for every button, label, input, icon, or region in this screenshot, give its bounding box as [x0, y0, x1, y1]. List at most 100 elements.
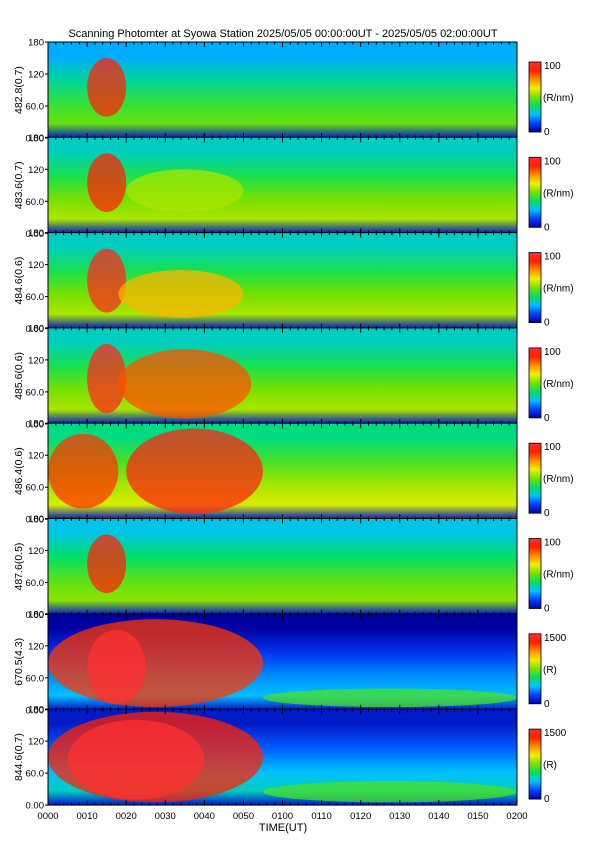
panel-feature	[87, 153, 127, 212]
y-tick-label: 0.00	[26, 705, 45, 716]
panel-feature	[118, 269, 244, 318]
x-tick-label: 0050	[233, 811, 254, 822]
y-tick-label: 60.0	[26, 769, 45, 780]
panel-feature	[67, 719, 205, 800]
colorbar-unit-label: (R)	[543, 665, 557, 676]
y-tick-label: 60.0	[26, 673, 45, 684]
y-tick-label: 60.0	[26, 102, 45, 113]
y-tick-label: 180	[28, 133, 44, 144]
y-tick-label: 0.00	[26, 515, 45, 526]
colorbar	[528, 633, 542, 705]
y-tick-label: 180	[28, 705, 44, 716]
colorbar-min-label: 0	[544, 699, 550, 710]
colorbar-min-label: 0	[544, 508, 550, 519]
y-tick-label: 120	[28, 737, 44, 748]
x-axis-label: TIME(UT)	[259, 822, 307, 834]
panel-feature	[87, 343, 127, 414]
y-tick-label: 60.0	[26, 197, 45, 208]
y-tick-label: 0.00	[26, 610, 45, 621]
colorbar-min-label: 0	[544, 794, 550, 805]
x-tick-label: 0150	[467, 811, 488, 822]
y-tick-label: 120	[28, 546, 44, 557]
y-tick-label: 180	[28, 323, 44, 334]
y-tick-label: 0.00	[26, 229, 45, 240]
y-tick-label: 120	[28, 641, 44, 652]
panel-ylabel: 482.8(0.7)	[13, 66, 25, 114]
colorbar-unit-label: (R/nm)	[543, 93, 574, 104]
panel-background	[48, 137, 517, 234]
y-tick-label: 0.00	[26, 801, 45, 812]
colorbar-unit-label: (R/nm)	[543, 284, 574, 295]
colorbar	[528, 728, 542, 800]
y-tick-label: 60.0	[26, 292, 45, 303]
panel-ylabel: 486.4(0.6)	[13, 447, 25, 495]
colorbar-max-label: 100	[544, 156, 561, 167]
colorbar-max-label: 100	[544, 442, 561, 453]
panel-ylabel: 485.6(0.6)	[13, 352, 25, 400]
colorbar-max-label: 100	[544, 347, 561, 358]
colorbar-unit-label: (R/nm)	[543, 474, 574, 485]
x-tick-label: 0100	[272, 811, 293, 822]
panel-feature	[48, 619, 263, 708]
colorbar-unit-label: (R/nm)	[543, 379, 574, 390]
y-tick-label: 120	[28, 260, 44, 271]
panels-group: 0.00 60.0 120 180 482.8(0.7) 100 0 (R/nm) 0.00 60…	[13, 38, 574, 812]
x-tick-label: 0120	[350, 811, 371, 822]
x-tick-label: 0020	[116, 811, 137, 822]
chart-title: Scanning Photomter at Syowa Station 2025…	[68, 28, 497, 40]
colorbar	[528, 252, 542, 324]
colorbar-max-label: 100	[544, 61, 561, 72]
x-tick-label: 0130	[389, 811, 410, 822]
panel-feature	[126, 428, 263, 514]
colorbar-min-label: 0	[544, 222, 550, 233]
x-tick-label: 0140	[428, 811, 449, 822]
y-tick-label: 60.0	[26, 483, 45, 494]
y-tick-label: 180	[28, 38, 44, 49]
panel-background	[48, 518, 517, 615]
y-tick-label: 180	[28, 514, 44, 525]
panel-background	[48, 42, 517, 138]
panel-feature	[87, 534, 127, 594]
y-tick-label: 60.0	[26, 578, 45, 589]
x-tick-label: 0010	[77, 811, 98, 822]
y-tick-label: 120	[28, 355, 44, 366]
panel-ylabel: 483.6(0.7)	[13, 161, 25, 209]
panel-feature	[87, 58, 127, 117]
y-tick-label: 0.00	[26, 324, 45, 335]
panel-feature	[262, 688, 517, 708]
colorbar-unit-label: (R)	[543, 760, 557, 771]
panel-feature	[48, 433, 119, 509]
colorbar	[528, 61, 542, 133]
x-tick-label: 0040	[194, 811, 215, 822]
panel-feature	[87, 248, 127, 313]
y-tick-label: 0.00	[26, 134, 45, 145]
y-tick-label: 120	[28, 165, 44, 176]
colorbar-unit-label: (R/nm)	[543, 570, 574, 581]
y-tick-label: 180	[28, 228, 44, 239]
colorbar	[528, 442, 542, 514]
colorbar	[528, 156, 542, 228]
y-tick-label: 180	[28, 609, 44, 620]
panel-ylabel: 670.5(4.3)	[13, 638, 25, 686]
colorbar-unit-label: (R/nm)	[543, 188, 574, 199]
x-tick-label: 0030	[155, 811, 176, 822]
panel-ylabel: 484.6(0.6)	[13, 257, 25, 305]
colorbar-min-label: 0	[544, 318, 550, 329]
panel-feature	[118, 349, 252, 419]
y-tick-label: 60.0	[26, 387, 45, 398]
panel-feature	[87, 629, 146, 705]
y-tick-label: 180	[28, 419, 44, 430]
y-tick-label: 120	[28, 451, 44, 462]
colorbar-min-label: 0	[544, 413, 550, 424]
colorbar	[528, 347, 542, 419]
panel-feature	[126, 169, 244, 212]
x-axis: 0000 0010 0020 0030 0040 0050 0100 0110 0120 0130…	[37, 811, 527, 822]
panel-ylabel: 487.6(0.5)	[13, 543, 25, 591]
panel-feature	[262, 781, 517, 803]
colorbar-max-label: 1500	[544, 633, 567, 644]
colorbar	[528, 538, 542, 609]
y-tick-label: 120	[28, 70, 44, 81]
panel-ylabel: 844.6(0.7)	[13, 733, 25, 781]
colorbar-max-label: 100	[544, 538, 561, 549]
